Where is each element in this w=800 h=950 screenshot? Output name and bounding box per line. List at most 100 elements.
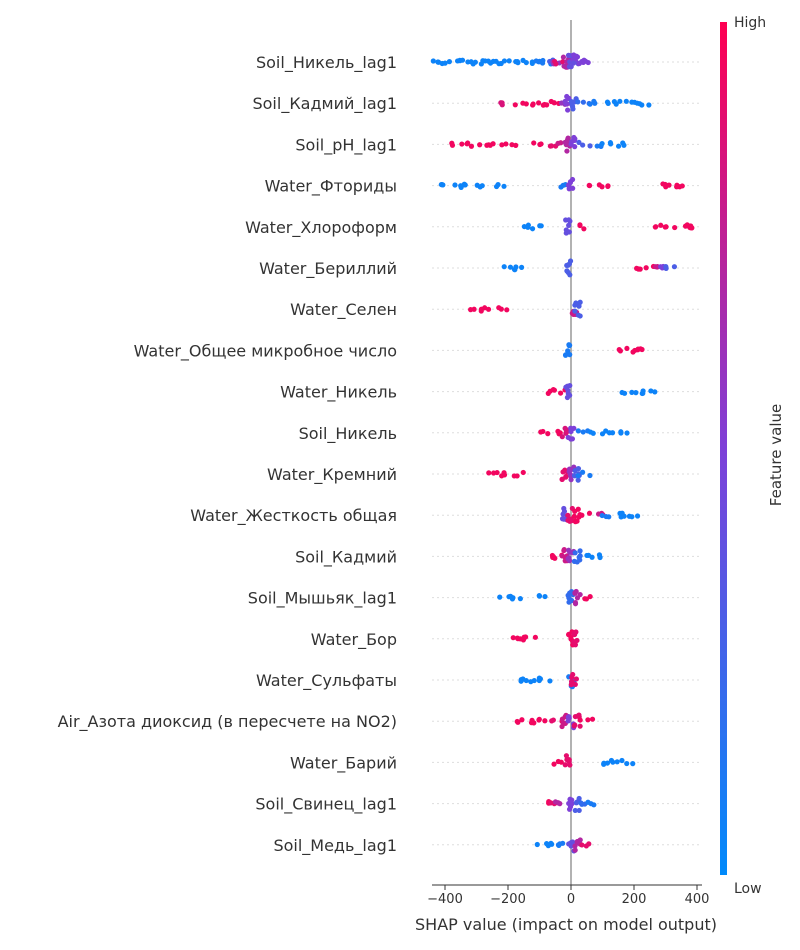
shap-point bbox=[615, 143, 622, 149]
shap-point bbox=[563, 142, 569, 148]
shap-point bbox=[569, 436, 576, 442]
shap-point bbox=[618, 429, 624, 435]
shap-point bbox=[541, 101, 548, 108]
shap-point bbox=[580, 469, 586, 475]
shap-point bbox=[507, 264, 514, 270]
shap-point bbox=[571, 723, 577, 729]
shap-point bbox=[572, 807, 578, 814]
shap-point bbox=[523, 634, 529, 640]
shap-point bbox=[565, 269, 571, 276]
shap-point bbox=[567, 762, 573, 768]
shap-point bbox=[559, 553, 565, 559]
shap-point bbox=[565, 512, 571, 518]
shap-point bbox=[630, 761, 636, 767]
shap-point bbox=[490, 141, 496, 147]
shap-point bbox=[558, 759, 564, 765]
shap-point bbox=[666, 182, 672, 188]
x-tick-label: −400 bbox=[427, 892, 463, 907]
shap-point bbox=[482, 58, 488, 64]
shap-point bbox=[561, 505, 567, 512]
shap-point bbox=[576, 807, 582, 814]
shap-point bbox=[573, 588, 579, 595]
shap-point bbox=[563, 753, 570, 759]
shap-point bbox=[597, 554, 603, 561]
feature-label: Soil_pH_lag1 bbox=[295, 135, 397, 155]
shap-point bbox=[599, 184, 605, 190]
shap-point bbox=[449, 142, 456, 148]
shap-point bbox=[560, 511, 566, 517]
shap-point bbox=[533, 58, 539, 64]
shap-point bbox=[496, 305, 502, 311]
shap-point bbox=[634, 513, 641, 519]
feature-label: Water_Бериллий bbox=[259, 259, 397, 279]
shap-point bbox=[624, 430, 630, 436]
shap-point bbox=[557, 841, 563, 847]
shap-point bbox=[549, 718, 555, 724]
shap-point bbox=[501, 264, 507, 270]
shap-point bbox=[580, 429, 586, 435]
shap-point bbox=[621, 390, 628, 396]
shap-point bbox=[679, 183, 685, 189]
shap-point bbox=[560, 54, 567, 60]
shap-point bbox=[542, 593, 548, 600]
shap-point bbox=[499, 142, 505, 148]
shap-point bbox=[468, 143, 475, 149]
shap-point bbox=[579, 801, 585, 807]
shap-point bbox=[672, 224, 678, 231]
shap-point bbox=[520, 469, 526, 476]
shap-point bbox=[566, 222, 572, 228]
shap-point bbox=[564, 429, 570, 435]
x-axis-title: SHAP value (impact on model output) bbox=[415, 915, 717, 934]
shap-point bbox=[572, 508, 578, 514]
shap-point bbox=[646, 102, 652, 108]
colorbar-low-label: Low bbox=[734, 881, 762, 897]
shap-point bbox=[579, 842, 585, 848]
shap-point bbox=[486, 470, 492, 476]
shap-point bbox=[567, 179, 573, 186]
feature-labels: Soil_Никель_lag1 Soil_Кадмий_lag1 Soil_pH_… bbox=[58, 53, 397, 856]
shap-point bbox=[586, 841, 592, 847]
shap-point bbox=[624, 345, 630, 352]
shap-point bbox=[499, 100, 505, 106]
feature-label: Water_Хлороформ bbox=[245, 218, 397, 238]
shap-point bbox=[572, 308, 578, 314]
shap-point bbox=[580, 142, 586, 148]
feature-label: Water_Сульфаты bbox=[256, 671, 397, 691]
x-tick-label: 400 bbox=[685, 892, 710, 907]
shap-point bbox=[553, 61, 559, 67]
shap-point bbox=[459, 141, 465, 147]
shap-point bbox=[643, 265, 649, 271]
shap-point bbox=[568, 682, 574, 688]
feature-label: Soil_Кадмий bbox=[295, 547, 397, 567]
shap-point bbox=[653, 224, 659, 230]
feature-label: Water_Кремний bbox=[267, 465, 397, 485]
feature-label: Soil_Никель bbox=[299, 424, 397, 444]
shap-point bbox=[536, 716, 542, 722]
shap-point bbox=[525, 222, 531, 228]
shap-point bbox=[585, 717, 591, 723]
shap-point bbox=[462, 182, 468, 188]
shap-point bbox=[608, 141, 614, 147]
shap-point bbox=[478, 61, 484, 67]
shap-point bbox=[565, 718, 571, 724]
shap-point bbox=[572, 53, 578, 60]
shap-point bbox=[550, 554, 557, 560]
shap-point bbox=[591, 802, 597, 808]
shap-point bbox=[682, 223, 689, 229]
shap-point bbox=[586, 510, 593, 516]
shap-point bbox=[689, 225, 695, 231]
shap-point bbox=[574, 595, 581, 601]
shap-point bbox=[575, 428, 581, 434]
shap-point bbox=[538, 429, 544, 435]
shap-point bbox=[446, 59, 453, 65]
feature-label: Water_Бор bbox=[311, 630, 397, 650]
shap-point bbox=[539, 60, 546, 66]
shap-point bbox=[572, 302, 578, 308]
shap-point bbox=[565, 262, 571, 268]
shap-point bbox=[560, 59, 566, 65]
shap-point bbox=[534, 841, 540, 848]
shap-point bbox=[589, 716, 596, 722]
shap-point bbox=[571, 425, 577, 431]
shap-point bbox=[528, 720, 535, 726]
